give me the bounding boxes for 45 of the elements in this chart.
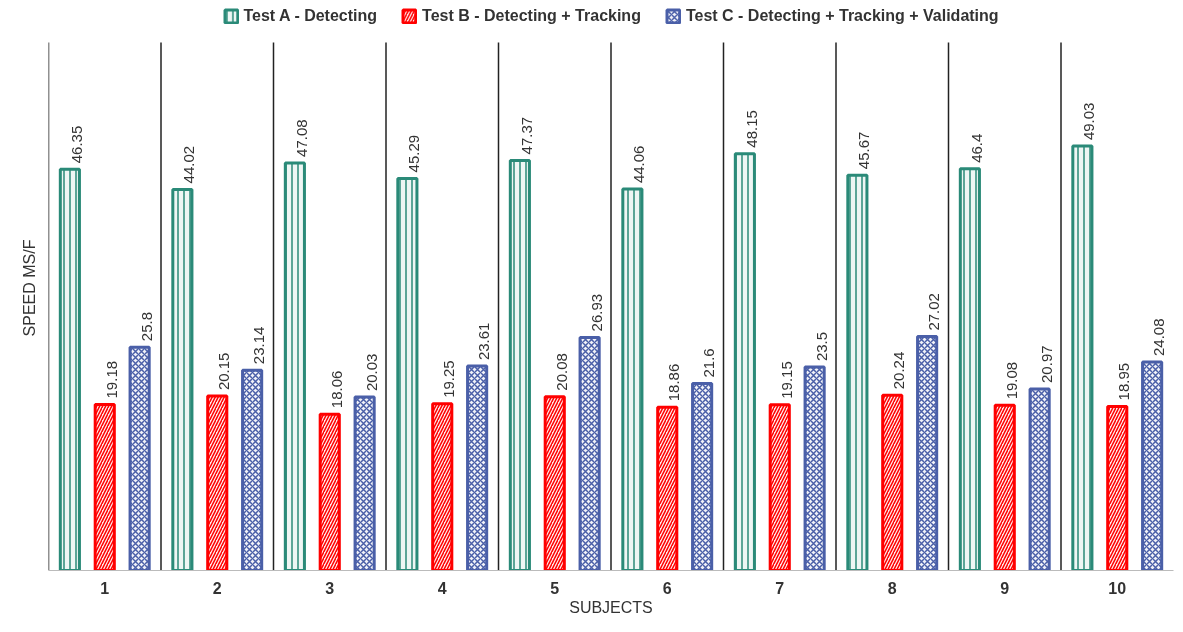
x-axis-title: SUBJECTS — [569, 598, 653, 616]
x-tick-label: 8 — [887, 579, 897, 597]
x-tick-label: 5 — [550, 579, 560, 597]
data-label: 19.18 — [102, 360, 120, 399]
legend-label: Test A - Detecting — [243, 7, 378, 25]
data-label: 27.02 — [925, 293, 943, 331]
data-label: 44.02 — [180, 145, 198, 184]
x-tick-label: 3 — [325, 579, 335, 597]
x-tick-label: 10 — [1108, 579, 1127, 597]
x-tick-label: 7 — [775, 579, 785, 597]
data-label: 20.97 — [1037, 345, 1055, 383]
data-label: 18.86 — [665, 363, 683, 402]
data-label: 47.08 — [292, 119, 310, 157]
data-label: 23.61 — [475, 322, 493, 361]
data-label: 46.35 — [67, 125, 85, 164]
data-label: 20.15 — [215, 352, 233, 391]
data-label: 20.24 — [890, 351, 908, 390]
data-label: 19.08 — [1002, 361, 1020, 400]
x-tick-label: 9 — [1000, 579, 1010, 597]
data-label: 46.4 — [967, 133, 985, 163]
data-label: 45.29 — [405, 134, 423, 173]
data-label: 20.03 — [362, 353, 380, 392]
data-label: 18.95 — [1115, 362, 1133, 401]
legend-label: Test C - Detecting + Tracking + Validating — [685, 7, 999, 25]
x-tick-label: 6 — [662, 579, 672, 597]
data-label: 18.06 — [327, 370, 345, 409]
data-label: 25.8 — [137, 311, 155, 342]
data-label: 26.93 — [587, 293, 605, 332]
data-label: 21.6 — [700, 348, 718, 378]
data-label: 23.14 — [250, 326, 268, 365]
data-label: 19.25 — [440, 360, 458, 398]
data-label: 48.15 — [742, 110, 760, 148]
data-label: 49.03 — [1080, 102, 1098, 141]
data-label: 23.5 — [812, 331, 830, 362]
data-label: 47.37 — [517, 116, 535, 155]
data-label: 45.67 — [855, 131, 873, 170]
x-tick-label: 1 — [100, 579, 110, 597]
data-label: 19.15 — [777, 361, 795, 399]
legend-label: Test B - Detecting + Tracking — [422, 7, 641, 25]
x-tick-label: 2 — [212, 579, 222, 597]
data-label: 24.08 — [1150, 318, 1168, 357]
data-label: 44.06 — [630, 145, 648, 184]
x-tick-label: 4 — [437, 579, 447, 597]
data-label: 20.08 — [552, 353, 570, 391]
y-axis-title: SPEED MS/F — [20, 239, 38, 337]
